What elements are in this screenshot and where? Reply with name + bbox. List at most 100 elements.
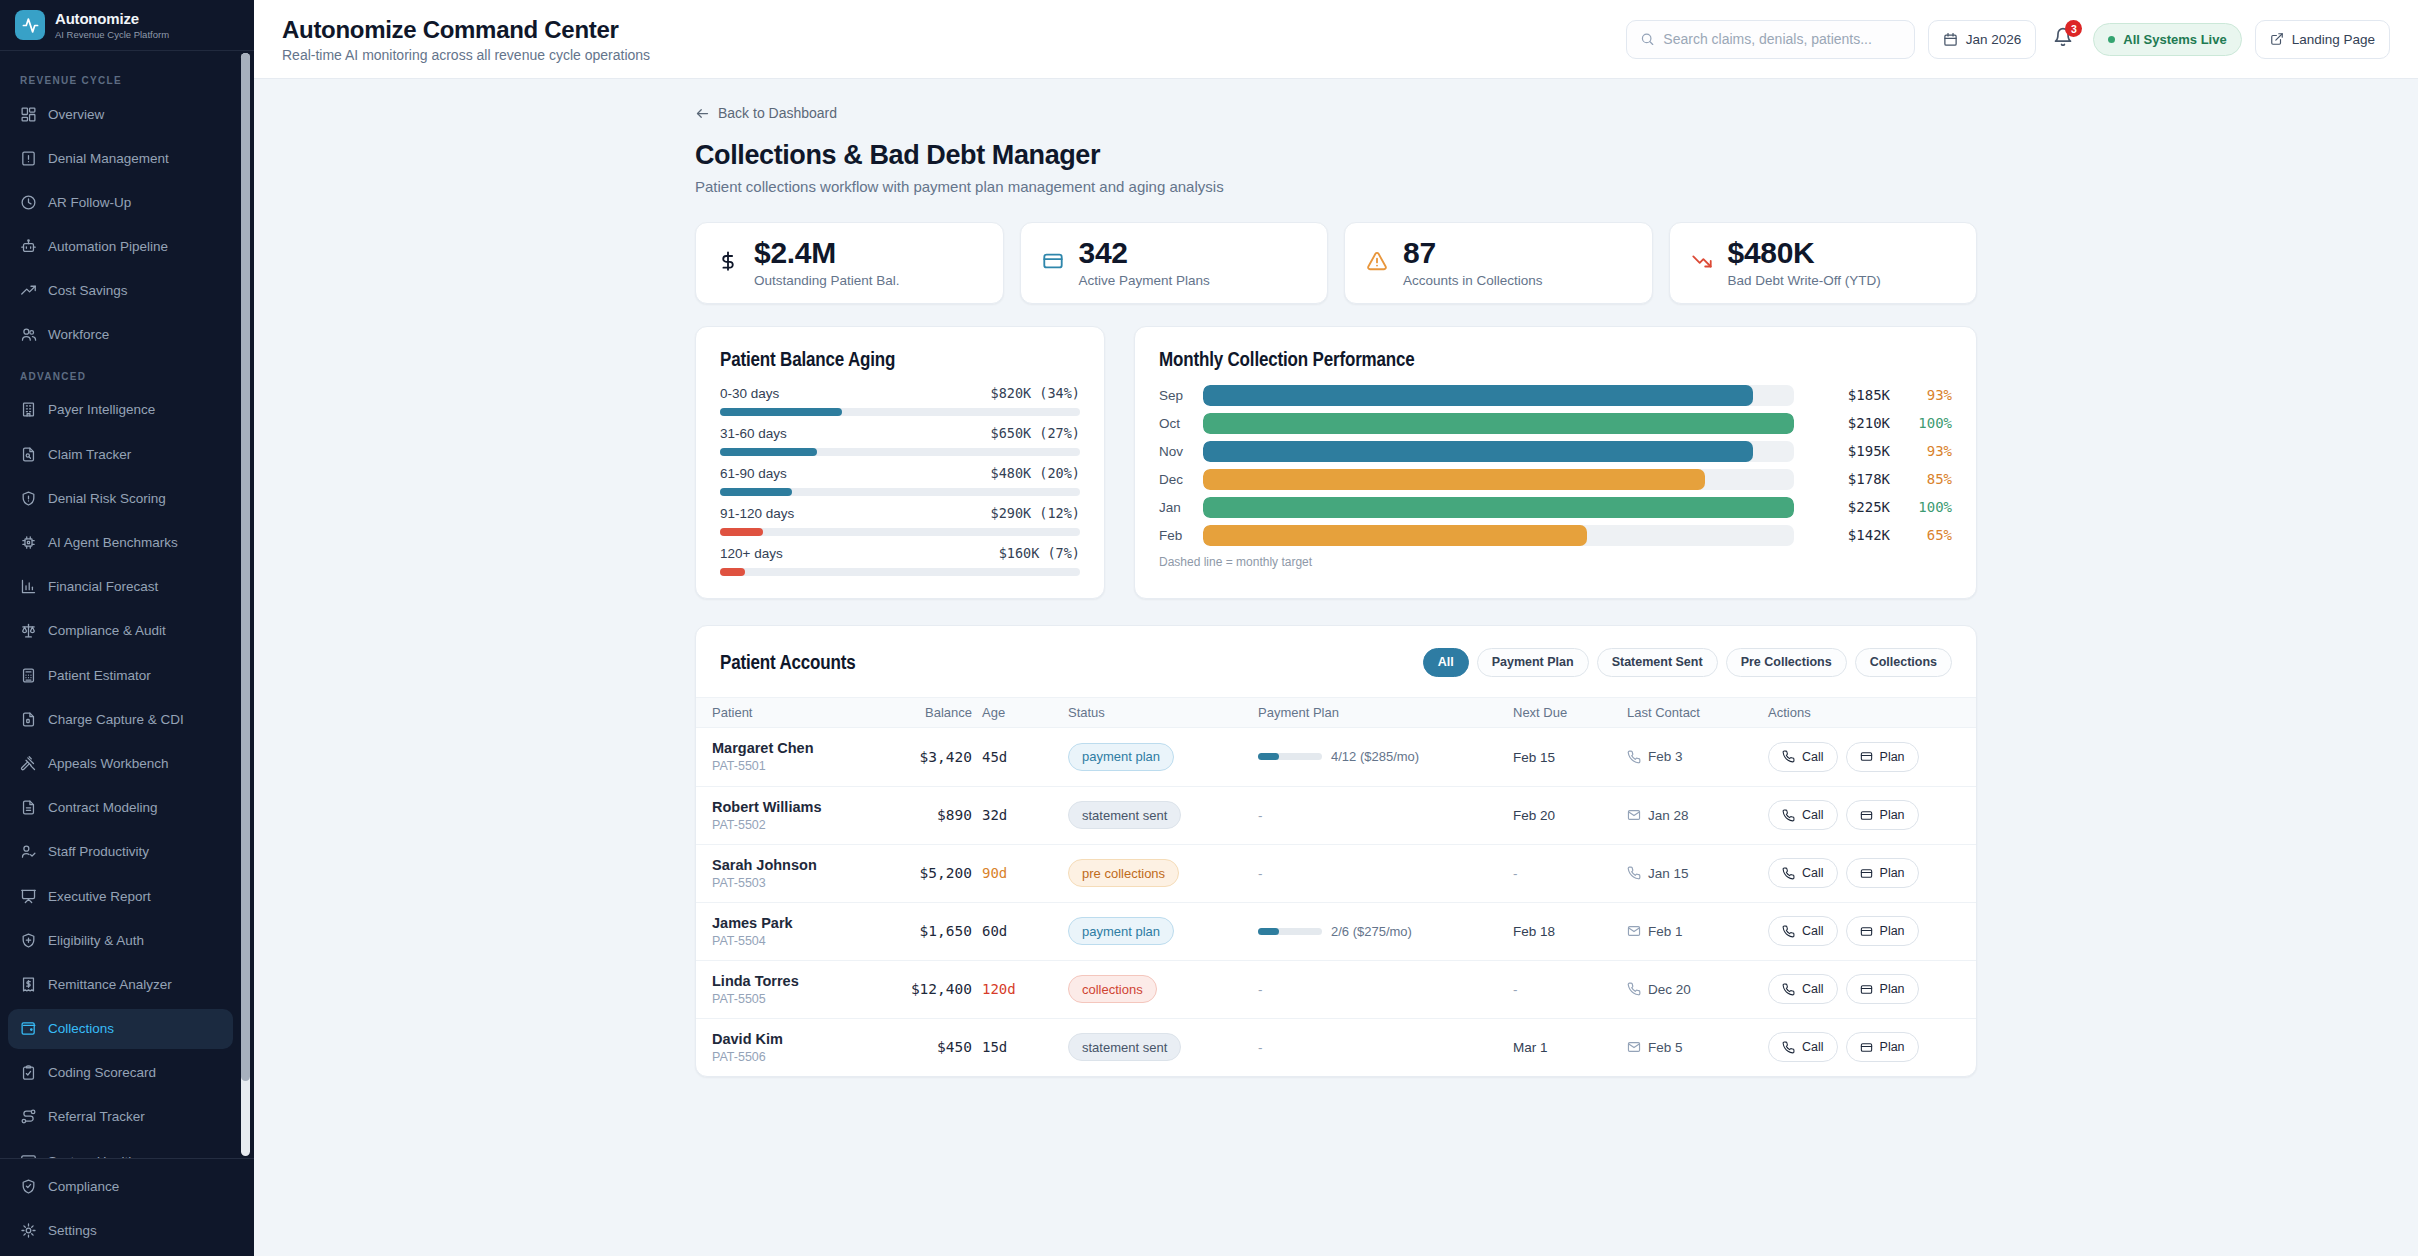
notifications-button[interactable]: 3 [2053,27,2073,51]
aging-bar-track [720,568,1080,576]
sidebar-item-label: AR Follow-Up [48,195,131,210]
filter-chip-pre-collections[interactable]: Pre Collections [1726,648,1847,677]
aging-bar-track [720,408,1080,416]
calendar-icon [1943,32,1958,47]
sidebar-item-eligibility-auth[interactable]: Eligibility & Auth [8,920,233,960]
alert-triangle-icon [1366,250,1388,272]
month-value: $185K [1794,387,1890,403]
patient-id: PAT-5502 [712,818,908,832]
aging-value: $480K (20%) [991,465,1080,481]
plan-button[interactable]: Plan [1846,800,1919,830]
aging-bucket-label: 61-90 days [720,466,787,481]
aging-row: 61-90 days $480K (20%) [720,465,1080,496]
phone-icon [1782,983,1795,996]
plan-button[interactable]: Plan [1846,858,1919,888]
sidebar-item-denial-risk-scoring[interactable]: Denial Risk Scoring [8,478,233,518]
month-value: $178K [1794,471,1890,487]
date-button[interactable]: Jan 2026 [1928,20,2037,59]
plan-button[interactable]: Plan [1846,742,1919,772]
status-badge: statement sent [1068,801,1181,829]
mail-icon [1627,924,1641,938]
phone-icon [1782,867,1795,880]
plan-button[interactable]: Plan [1846,1032,1919,1062]
sidebar-item-payer-intelligence[interactable]: Payer Intelligence [8,390,233,430]
sidebar-item-ai-agent-benchmarks[interactable]: AI Agent Benchmarks [8,523,233,563]
plan-button[interactable]: Plan [1846,916,1919,946]
sidebar-item-overview[interactable]: Overview [8,94,233,134]
month-percent: 93% [1890,387,1952,403]
patient-id: PAT-5503 [712,876,908,890]
sidebar-item-financial-forecast[interactable]: Financial Forecast [8,567,233,607]
age: 60d [972,923,1068,939]
aging-bucket-label: 120+ days [720,546,783,561]
sidebar-item-coding-scorecard[interactable]: Coding Scorecard [8,1053,233,1093]
sidebar-item-label: Staff Productivity [48,844,149,859]
sidebar-item-ar-follow-up[interactable]: AR Follow-Up [8,182,233,222]
sidebar-item-compliance-audit[interactable]: Compliance & Audit [8,611,233,651]
last-contact: Jan 28 [1627,808,1768,823]
filter-chip-payment-plan[interactable]: Payment Plan [1477,648,1589,677]
sidebar-item-staff-productivity[interactable]: Staff Productivity [8,832,233,872]
sidebar-item-referral-tracker[interactable]: Referral Tracker [8,1097,233,1137]
aging-bar-track [720,528,1080,536]
plan-empty: - [1258,1040,1263,1055]
sidebar-item-compliance[interactable]: Compliance [8,1166,233,1206]
stat-label: Outstanding Patient Bal. [754,273,900,288]
monthly-bar-fill [1203,497,1794,518]
sidebar-item-patient-estimator[interactable]: Patient Estimator [8,655,233,695]
last-contact: Dec 20 [1627,982,1768,997]
filter-chip-collections[interactable]: Collections [1855,648,1952,677]
monthly-row: Dec $178K 85% [1159,469,1952,490]
sidebar-item-label: Cost Savings [48,283,128,298]
plan-button[interactable]: Plan [1846,974,1919,1004]
sidebar-item-appeals-workbench[interactable]: Appeals Workbench [8,743,233,783]
sidebar-scrollbar-thumb[interactable] [241,53,250,1081]
phone-icon [1782,809,1795,822]
sidebar-item-contract-modeling[interactable]: Contract Modeling [8,788,233,828]
sidebar-item-label: Payer Intelligence [48,402,155,417]
sidebar-item-claim-tracker[interactable]: Claim Tracker [8,434,233,474]
aging-bar-track [720,448,1080,456]
sidebar-item-label: Overview [48,107,104,122]
filter-chip-all[interactable]: All [1423,648,1469,677]
last-contact: Feb 5 [1627,1040,1768,1055]
next-due-empty: - [1513,982,1518,997]
month-label: Jan [1159,500,1203,515]
sidebar-item-workforce[interactable]: Workforce [8,315,233,355]
search-input[interactable] [1626,20,1915,59]
sidebar-item-automation-pipeline[interactable]: Automation Pipeline [8,227,233,267]
nav-section-label: ADVANCED [20,371,221,382]
sidebar-item-collections[interactable]: Collections [8,1009,233,1049]
sidebar-item-denial-management[interactable]: Denial Management [8,138,233,178]
sidebar-item-remittance-analyzer[interactable]: Remittance Analyzer [8,964,233,1004]
sidebar-item-charge-capture-cdi[interactable]: Charge Capture & CDI [8,699,233,739]
landing-page-button[interactable]: Landing Page [2255,20,2390,59]
sidebar-item-executive-report[interactable]: Executive Report [8,876,233,916]
aging-value: $160K (7%) [999,545,1080,561]
call-button[interactable]: Call [1768,974,1838,1004]
back-to-dashboard-link[interactable]: Back to Dashboard [695,105,837,121]
sidebar-scrollbar[interactable] [241,53,250,1156]
sidebar-item-system-health[interactable]: System Health [8,1141,233,1158]
plan-empty: - [1258,808,1263,823]
filter-chip-statement-sent[interactable]: Statement Sent [1597,648,1718,677]
call-button[interactable]: Call [1768,800,1838,830]
sidebar-item-settings[interactable]: Settings [8,1210,233,1250]
calculator-icon [20,667,37,684]
sidebar-item-cost-savings[interactable]: Cost Savings [8,271,233,311]
call-button[interactable]: Call [1768,858,1838,888]
age: 15d [972,1039,1068,1055]
scale-icon [20,622,37,639]
clipboard-check-icon [20,1064,37,1081]
receipt-icon [20,976,37,993]
column-header: Payment Plan [1258,705,1513,720]
balance: $890 [908,807,972,823]
age: 120d [972,981,1068,997]
call-button[interactable]: Call [1768,742,1838,772]
status-badge: pre collections [1068,859,1179,887]
call-button[interactable]: Call [1768,1032,1838,1062]
call-button[interactable]: Call [1768,916,1838,946]
credit-card-icon [1860,809,1873,822]
monthly-bar-track [1203,413,1794,434]
aging-bar-fill [720,488,792,496]
